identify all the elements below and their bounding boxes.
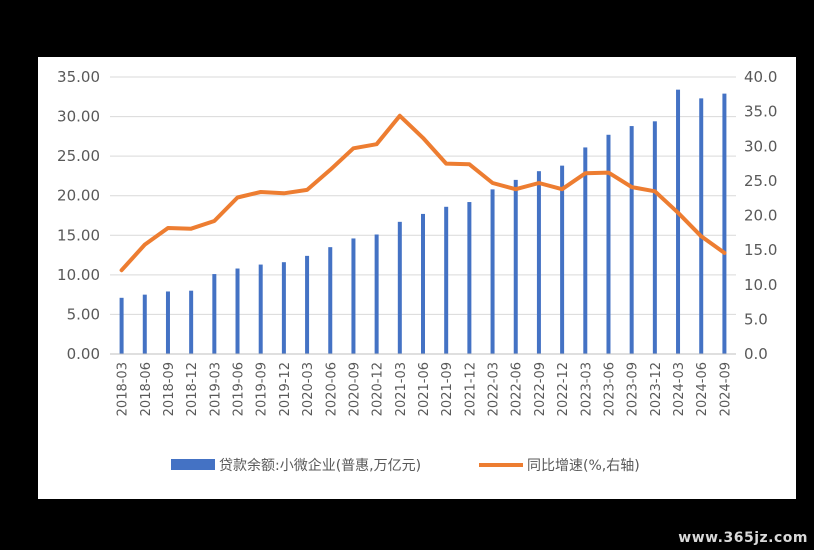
x-tick-label: 2020-12 [371,362,386,416]
x-tick-label: 2021-03 [394,362,409,416]
legend-line-label: 同比增速(%,右轴) [527,458,640,474]
right-tick-label: 35.0 [744,103,777,121]
legend: 贷款余额:小微企业(普惠,万亿元) 同比增速(%,右轴) [171,457,640,474]
x-tick-label: 2024-09 [718,362,733,416]
bar [397,221,402,354]
bar-series [119,89,727,355]
x-tick-label: 2018-03 [116,362,131,416]
x-tick-label: 2024-06 [695,362,710,416]
bar [165,291,170,354]
x-tick-label: 2019-06 [232,362,247,416]
right-tick-label: 0.0 [744,345,768,363]
x-tick-label: 2023-09 [626,362,641,416]
legend-bar-label: 贷款余额:小微企业(普惠,万亿元) [219,457,421,474]
left-tick-label: 25.00 [57,147,100,165]
x-axis: 2018-03 2018-06 2018-09 2018-12 2019-03 2019-… [110,353,736,416]
bar [212,274,217,354]
x-tick-label: 2020-06 [324,362,339,416]
line-series [119,113,727,273]
x-tick-label: 2021-09 [440,362,455,416]
bar [281,262,286,354]
left-tick-label: 15.00 [57,226,100,244]
legend-bar-swatch [171,459,215,470]
bar [606,134,611,354]
left-tick-label: 5.00 [67,305,100,323]
x-tick-label: 2019-12 [278,362,293,416]
bar [490,189,495,354]
x-tick-label: 2023-03 [579,362,594,416]
bar [235,268,240,354]
right-tick-label: 25.0 [744,172,777,190]
right-tick-label: 20.0 [744,207,777,225]
chart-panel: 0.00 5.00 10.00 15.00 20.00 25.00 30.00 35.00 0… [38,57,796,499]
x-tick-label: 2018-12 [185,362,200,416]
x-tick-label: 2022-09 [533,362,548,416]
x-tick-label: 2023-12 [649,362,664,416]
right-tick-label: 40.0 [744,68,777,86]
bar [119,297,124,354]
left-tick-label: 30.00 [57,108,100,126]
bar [305,255,310,354]
x-tick-label: 2023-06 [602,362,617,416]
left-tick-label: 20.00 [57,187,100,205]
x-tick-label: 2018-06 [139,362,154,416]
x-tick-label: 2019-09 [255,362,270,416]
bar [351,238,356,354]
bar [374,234,379,354]
left-axis: 0.00 5.00 10.00 15.00 20.00 25.00 30.00 35.00 [57,68,100,363]
x-tick-label: 2021-12 [463,362,478,416]
combo-chart: 0.00 5.00 10.00 15.00 20.00 25.00 30.00 35.00 0… [57,68,777,474]
bar [583,147,588,354]
bar [652,121,657,354]
bar [513,179,518,354]
x-tick-label: 2022-12 [556,362,571,416]
bar [328,247,333,354]
bar [676,89,681,355]
x-tick-label: 2022-06 [510,362,525,416]
bar [142,294,147,354]
x-tick-label: 2022-03 [487,362,502,416]
right-tick-label: 5.0 [744,310,768,328]
x-tick-label: 2020-09 [347,362,362,416]
right-tick-label: 10.0 [744,276,777,294]
bar [258,264,263,354]
bar [467,202,472,354]
bar [699,98,704,354]
right-tick-label: 15.0 [744,241,777,259]
bar [444,206,449,354]
left-tick-label: 10.00 [57,266,100,284]
bar [421,213,425,354]
left-tick-label: 0.00 [67,345,100,363]
bar [722,93,727,354]
bar [629,126,634,354]
x-tick-label: 2024-03 [672,362,687,416]
right-tick-label: 30.0 [744,137,777,155]
x-tick-label: 2019-03 [208,362,223,416]
watermark: www.365jz.com [678,530,808,546]
left-tick-label: 35.00 [57,68,100,86]
bar [560,165,565,354]
x-tick-label: 2021-06 [417,362,432,416]
bar [536,171,541,354]
x-tick-label: 2020-03 [301,362,316,416]
right-axis: 0.0 5.0 10.0 15.0 20.0 25.0 30.0 35.0 40.0 [744,68,777,363]
bar [189,290,194,354]
x-tick-label: 2018-09 [162,362,177,416]
